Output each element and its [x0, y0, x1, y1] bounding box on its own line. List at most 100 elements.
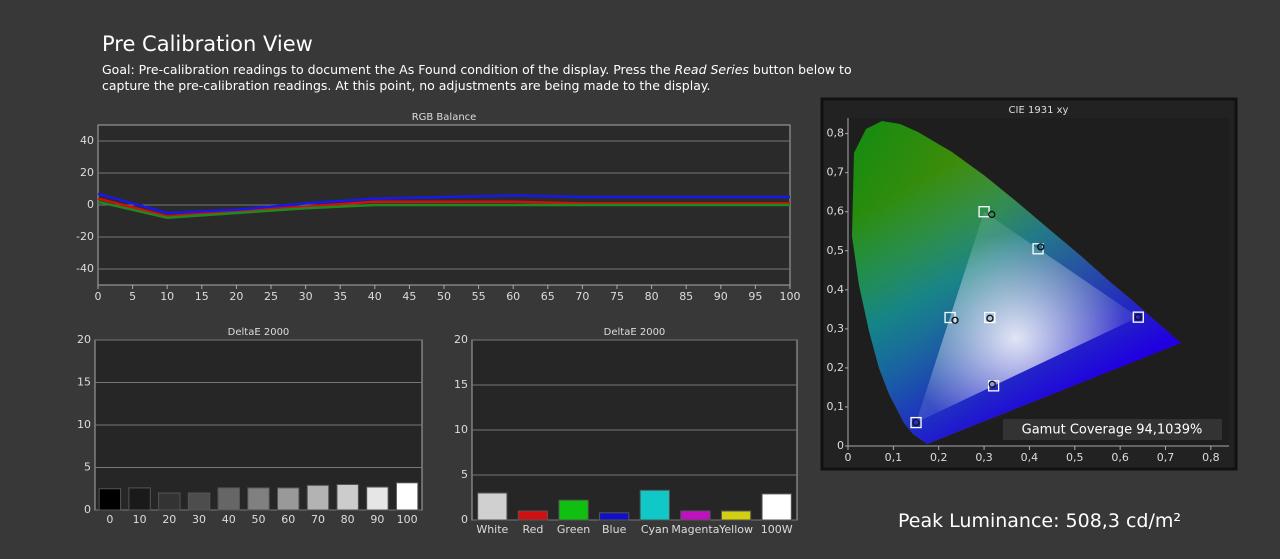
bar: [217, 487, 240, 511]
y-tick-label: 0: [87, 198, 94, 211]
bar: [98, 488, 122, 511]
x-tick-label: 0,5: [1066, 451, 1084, 464]
y-tick-label: 0,5: [827, 244, 845, 257]
x-tick-label: White: [476, 523, 508, 536]
bar: [720, 510, 752, 521]
x-tick-label: 85: [679, 290, 693, 303]
gamut-triangle-glow: [916, 211, 1139, 423]
bar: [366, 486, 389, 511]
bar: [395, 482, 419, 511]
x-tick-label: 65: [541, 290, 555, 303]
y-tick-label: 0,4: [827, 283, 845, 296]
chart-title: CIE 1931 xy: [1009, 105, 1069, 116]
x-tick-label: 10: [133, 513, 147, 526]
x-tick-label: 30: [192, 513, 206, 526]
y-tick-label: 40: [80, 134, 94, 147]
x-tick-label: Cyan: [641, 523, 669, 536]
y-tick-label: 20: [80, 166, 94, 179]
y-tick-label: 0: [837, 439, 844, 452]
y-tick-label: 0,1: [827, 400, 845, 413]
y-tick-label: 0: [461, 513, 468, 526]
bar: [680, 510, 711, 521]
y-tick-label: 0,6: [827, 205, 845, 218]
x-tick-label: Red: [522, 523, 543, 536]
x-tick-label: 35: [333, 290, 347, 303]
x-tick-label: 50: [437, 290, 451, 303]
y-tick-label: 0,8: [827, 127, 845, 140]
x-tick-label: 20: [162, 513, 176, 526]
x-tick-label: 80: [645, 290, 659, 303]
x-tick-label: 20: [229, 290, 243, 303]
page-title: Pre Calibration View: [102, 32, 313, 56]
x-tick-label: Yellow: [718, 523, 753, 536]
x-tick-label: 15: [195, 290, 209, 303]
y-tick-label: 20: [77, 333, 91, 346]
series-line: [97, 192, 790, 215]
bar: [477, 492, 508, 521]
x-tick-label: 0,3: [975, 451, 993, 464]
goal-text: Goal: Pre-calibration readings to docume…: [102, 62, 862, 94]
x-tick-label: 0,8: [1202, 451, 1220, 464]
y-tick-label: 0,3: [827, 322, 845, 335]
x-tick-label: 40: [368, 290, 382, 303]
x-tick-label: 95: [748, 290, 762, 303]
x-tick-label: 90: [714, 290, 728, 303]
goal-text-part: Goal: Pre-calibration readings to docume…: [102, 62, 675, 77]
x-tick-label: 0,1: [885, 451, 903, 464]
gamut-coverage: Gamut Coverage 94,1039%: [1022, 423, 1203, 438]
measured-marker: [912, 418, 920, 427]
x-tick-label: 100W: [761, 523, 793, 536]
gamut-triangle: [916, 211, 1139, 423]
goal-text-part: button below to capture the pre-calibrat…: [102, 62, 852, 93]
x-tick-label: 80: [341, 513, 355, 526]
bar: [187, 492, 211, 511]
y-tick-label: 0,2: [827, 361, 845, 374]
measured-marker: [986, 314, 994, 322]
x-tick-label: 60: [281, 513, 295, 526]
bar: [517, 510, 549, 521]
x-tick-label: 45: [402, 290, 416, 303]
bar: [247, 487, 270, 511]
x-tick-label: 55: [472, 290, 486, 303]
y-tick-label: -20: [76, 230, 94, 243]
series-line: [97, 200, 790, 220]
bar: [599, 512, 630, 521]
x-tick-label: 100: [397, 513, 418, 526]
target-marker: [978, 206, 990, 218]
measured-marker: [988, 380, 996, 388]
annotation-box: [1003, 419, 1222, 440]
x-tick-label: 70: [575, 290, 589, 303]
bar: [128, 487, 151, 511]
measured-marker: [988, 210, 996, 219]
x-tick-label: 50: [252, 513, 266, 526]
bar: [639, 489, 670, 521]
x-tick-label: Blue: [602, 523, 627, 536]
series-line: [97, 197, 790, 218]
target-marker: [1132, 311, 1144, 323]
x-tick-label: 90: [370, 513, 384, 526]
y-tick-label: 10: [454, 423, 468, 436]
measured-marker: [1037, 243, 1045, 251]
y-tick-label: 15: [77, 376, 91, 389]
target-marker: [987, 380, 1000, 392]
x-tick-label: 5: [129, 290, 136, 303]
measured-marker: [1134, 313, 1142, 321]
x-tick-label: 10: [160, 290, 174, 303]
target-marker: [910, 416, 922, 429]
x-tick-label: Magenta: [671, 523, 719, 536]
y-tick-label: -40: [76, 262, 94, 275]
bar: [558, 499, 589, 521]
x-tick-label: 25: [264, 290, 278, 303]
bar: [336, 484, 359, 511]
x-tick-label: 0,6: [1111, 451, 1129, 464]
y-tick-label: 5: [461, 468, 468, 481]
y-tick-label: 20: [454, 333, 468, 346]
x-tick-label: Green: [557, 523, 590, 536]
chart-title: DeltaE 2000: [604, 327, 666, 338]
x-tick-label: 30: [299, 290, 313, 303]
goal-emphasis: Read Series: [674, 62, 749, 77]
y-tick-label: 10: [77, 418, 91, 431]
bar: [158, 492, 181, 511]
x-tick-label: 40: [222, 513, 236, 526]
